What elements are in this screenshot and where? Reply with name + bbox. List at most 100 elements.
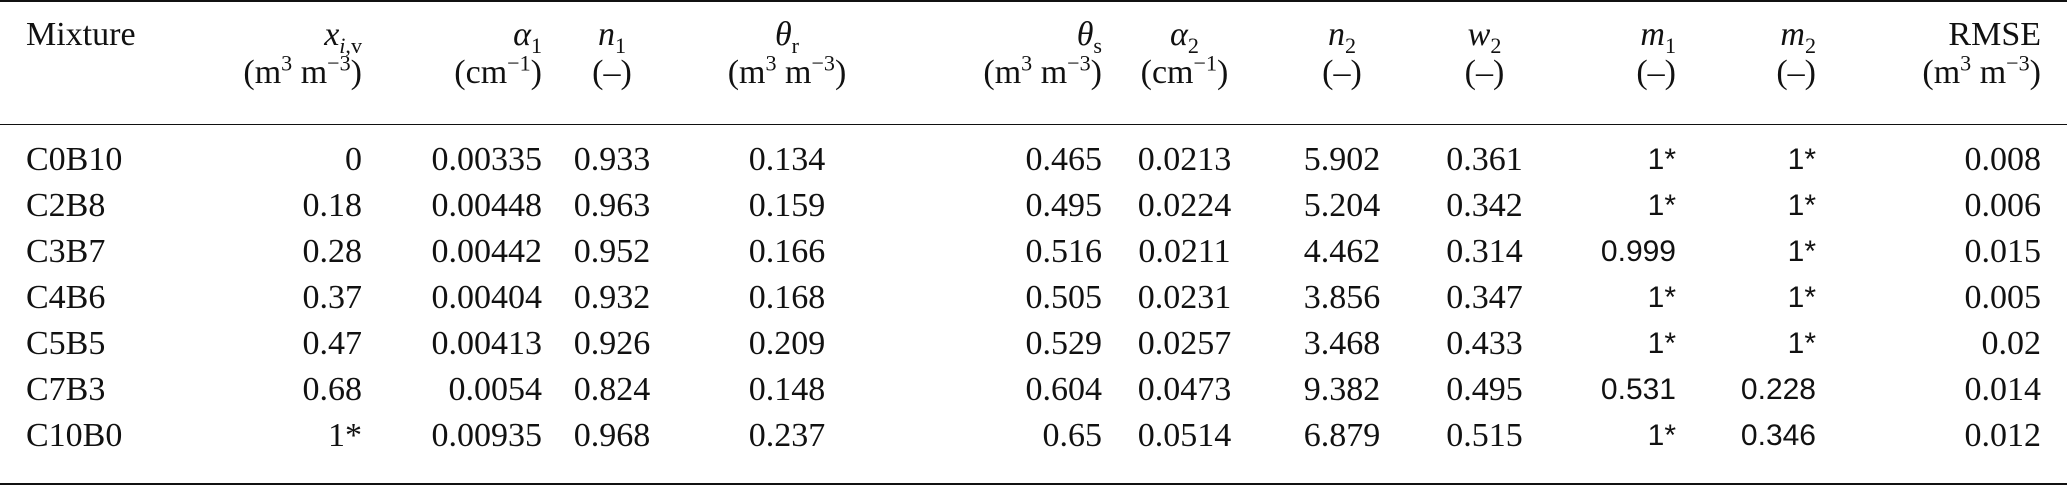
cell-m2: 0.346 <box>1740 419 1816 452</box>
cell-m2: 1* <box>1787 235 1816 268</box>
cell-n1: 0.824 <box>573 371 651 408</box>
cell-n2: 5.902 <box>1303 141 1381 178</box>
header-row: Mixture xi,v (m3 m−3) α1 (cm−1) n1 (–) θ… <box>0 0 2067 125</box>
cell-theta-r: 0.237 <box>748 417 826 454</box>
cell-alpha1: 0.00335 <box>431 141 543 178</box>
cell-n2: 3.468 <box>1303 325 1381 362</box>
cell-xiv: 0.68 <box>302 371 363 408</box>
cell-m2: 1* <box>1787 281 1816 314</box>
cell-theta-s: 0.529 <box>1025 325 1103 362</box>
cell-m1: 1* <box>1647 189 1676 222</box>
cell-n1: 0.963 <box>573 187 651 224</box>
col-header-alpha2: α2 (cm−1) <box>1140 16 1229 91</box>
cell-n2: 3.856 <box>1303 279 1381 316</box>
cell-rmse: 0.008 <box>1964 141 2042 178</box>
cell-m1: 0.999 <box>1600 235 1676 268</box>
cell-alpha1: 0.00448 <box>431 187 543 224</box>
cell-n1: 0.952 <box>573 233 651 270</box>
cell-w2: 0.347 <box>1446 279 1523 316</box>
cell-m2: 1* <box>1787 327 1816 360</box>
cell-alpha1: 0.0054 <box>448 371 543 408</box>
cell-mixture: C0B10 <box>26 141 123 178</box>
cell-n1: 0.926 <box>573 325 651 362</box>
col-header-theta-r: θr (m3 m−3) <box>727 16 847 91</box>
cell-w2: 0.515 <box>1446 417 1523 454</box>
top-rule <box>0 0 2067 2</box>
table-row: C10B0 1* 0.00935 0.968 0.237 0.65 0.0514 6.879 0… <box>0 413 2067 459</box>
cell-m2: 0.228 <box>1740 373 1816 406</box>
cell-rmse: 0.015 <box>1964 233 2042 270</box>
cell-alpha2: 0.0257 <box>1137 325 1232 362</box>
cell-w2: 0.495 <box>1446 371 1523 408</box>
cell-theta-r: 0.148 <box>748 371 826 408</box>
table-body: C0B10 0 0.00335 0.933 0.134 0.465 0.0213 5.902 0… <box>0 125 2067 459</box>
cell-n1: 0.932 <box>573 279 651 316</box>
cell-w2: 0.342 <box>1446 187 1523 224</box>
cell-rmse: 0.02 <box>1981 325 2042 362</box>
bottom-rule <box>0 483 2067 485</box>
cell-theta-s: 0.65 <box>1042 417 1103 454</box>
cell-xiv: 0.28 <box>302 233 363 270</box>
table-row: C2B8 0.18 0.00448 0.963 0.159 0.495 0.0224 5.20… <box>0 183 2067 229</box>
col-header-theta-s: θs (m3 m−3) <box>983 16 1102 91</box>
cell-n2: 9.382 <box>1303 371 1381 408</box>
cell-mixture: C10B0 <box>26 417 123 454</box>
cell-mixture: C4B6 <box>26 279 106 316</box>
col-header-m1: m1 (–) <box>1636 16 1676 91</box>
cell-m2: 1* <box>1787 143 1816 176</box>
cell-theta-s: 0.604 <box>1025 371 1103 408</box>
cell-m1: 1* <box>1647 281 1676 314</box>
cell-theta-r: 0.209 <box>748 325 826 362</box>
cell-n2: 4.462 <box>1303 233 1381 270</box>
table-row: C7B3 0.68 0.0054 0.824 0.148 0.604 0.0473 9.382… <box>0 367 2067 413</box>
cell-rmse: 0.014 <box>1964 371 2042 408</box>
cell-xiv: 0.47 <box>302 325 363 362</box>
cell-theta-s: 0.516 <box>1025 233 1103 270</box>
header-rule <box>0 124 2067 125</box>
cell-theta-s: 0.495 <box>1025 187 1103 224</box>
cell-n2: 6.879 <box>1303 417 1381 454</box>
cell-mixture: C7B3 <box>26 371 106 408</box>
cell-m1: 1* <box>1647 419 1676 452</box>
cell-xiv: 1* <box>328 417 362 454</box>
cell-theta-r: 0.134 <box>748 141 826 178</box>
table-row: C4B6 0.37 0.00404 0.932 0.168 0.505 0.0231 3.85… <box>0 275 2067 321</box>
col-header-n1: n1 (–) <box>592 16 632 91</box>
cell-m1: 0.531 <box>1600 373 1676 406</box>
cell-alpha1: 0.00442 <box>431 233 543 270</box>
cell-alpha1: 0.00935 <box>431 417 543 454</box>
col-header-rmse: RMSE (m3 m−3) <box>1922 16 2041 91</box>
table-row: C3B7 0.28 0.00442 0.952 0.166 0.516 0.0211 4.46… <box>0 229 2067 275</box>
cell-xiv: 0.18 <box>302 187 363 224</box>
cell-theta-r: 0.159 <box>748 187 826 224</box>
parameter-table: Mixture xi,v (m3 m−3) α1 (cm−1) n1 (–) θ… <box>0 0 2067 459</box>
cell-n1: 0.933 <box>573 141 651 178</box>
cell-alpha1: 0.00413 <box>431 325 543 362</box>
cell-alpha2: 0.0224 <box>1137 187 1232 224</box>
cell-alpha2: 0.0473 <box>1137 371 1232 408</box>
cell-m1: 1* <box>1647 143 1676 176</box>
cell-alpha2: 0.0213 <box>1137 141 1232 178</box>
col-header-xiv: xi,v (m3 m−3) <box>243 16 362 91</box>
cell-m1: 1* <box>1647 327 1676 360</box>
cell-mixture: C3B7 <box>26 233 106 270</box>
cell-theta-s: 0.505 <box>1025 279 1103 316</box>
cell-alpha2: 0.0514 <box>1137 417 1232 454</box>
col-header-mixture: Mixture <box>26 16 136 53</box>
cell-rmse: 0.006 <box>1964 187 2042 224</box>
cell-alpha2: 0.0231 <box>1137 279 1232 316</box>
cell-n2: 5.204 <box>1303 187 1381 224</box>
col-header-w2: w2 (–) <box>1464 16 1505 91</box>
cell-mixture: C2B8 <box>26 187 106 224</box>
cell-theta-r: 0.166 <box>748 233 826 270</box>
cell-mixture: C5B5 <box>26 325 106 362</box>
cell-m2: 1* <box>1787 189 1816 222</box>
cell-n1: 0.968 <box>573 417 651 454</box>
cell-w2: 0.433 <box>1446 325 1523 362</box>
table-row: C0B10 0 0.00335 0.933 0.134 0.465 0.0213 5.902 0… <box>0 125 2067 183</box>
col-header-n2: n2 (–) <box>1322 16 1362 91</box>
cell-alpha1: 0.00404 <box>431 279 543 316</box>
col-header-alpha1: α1 (cm−1) <box>454 16 542 91</box>
cell-xiv: 0 <box>345 141 362 178</box>
